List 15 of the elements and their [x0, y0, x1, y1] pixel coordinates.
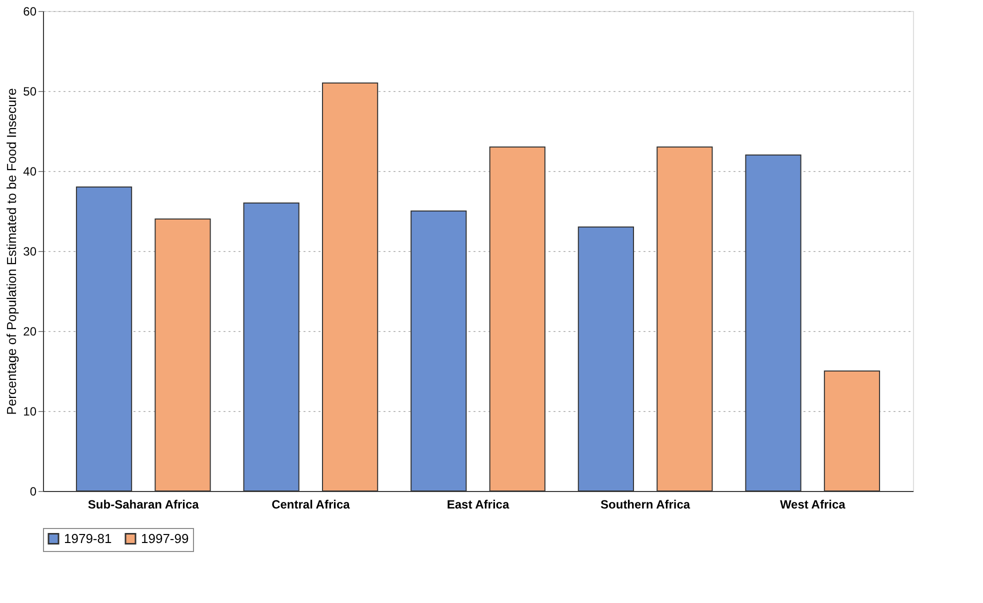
x-tick-label: East Africa: [446, 498, 510, 512]
x-tick-label: Sub-Saharan Africa: [88, 498, 200, 512]
x-tick-label: Central Africa: [272, 498, 350, 512]
y-tick-label: 60: [23, 4, 37, 18]
y-tick-label: 10: [23, 404, 37, 418]
y-tick-label: 30: [23, 244, 37, 258]
y-tick-label: 20: [23, 324, 37, 338]
x-tick-label: West Africa: [780, 498, 846, 512]
y-tick-label: 50: [23, 84, 37, 98]
legend-label: 1979-81: [64, 530, 112, 546]
y-tick-label: 40: [23, 164, 37, 178]
y-axis-title: Percentage of Population Estimated to be Food Insecure: [4, 88, 20, 415]
x-tick-label: Southern Africa: [600, 498, 690, 512]
y-tick-label: 0: [30, 484, 37, 498]
legend-label: 1997-99: [141, 530, 189, 546]
